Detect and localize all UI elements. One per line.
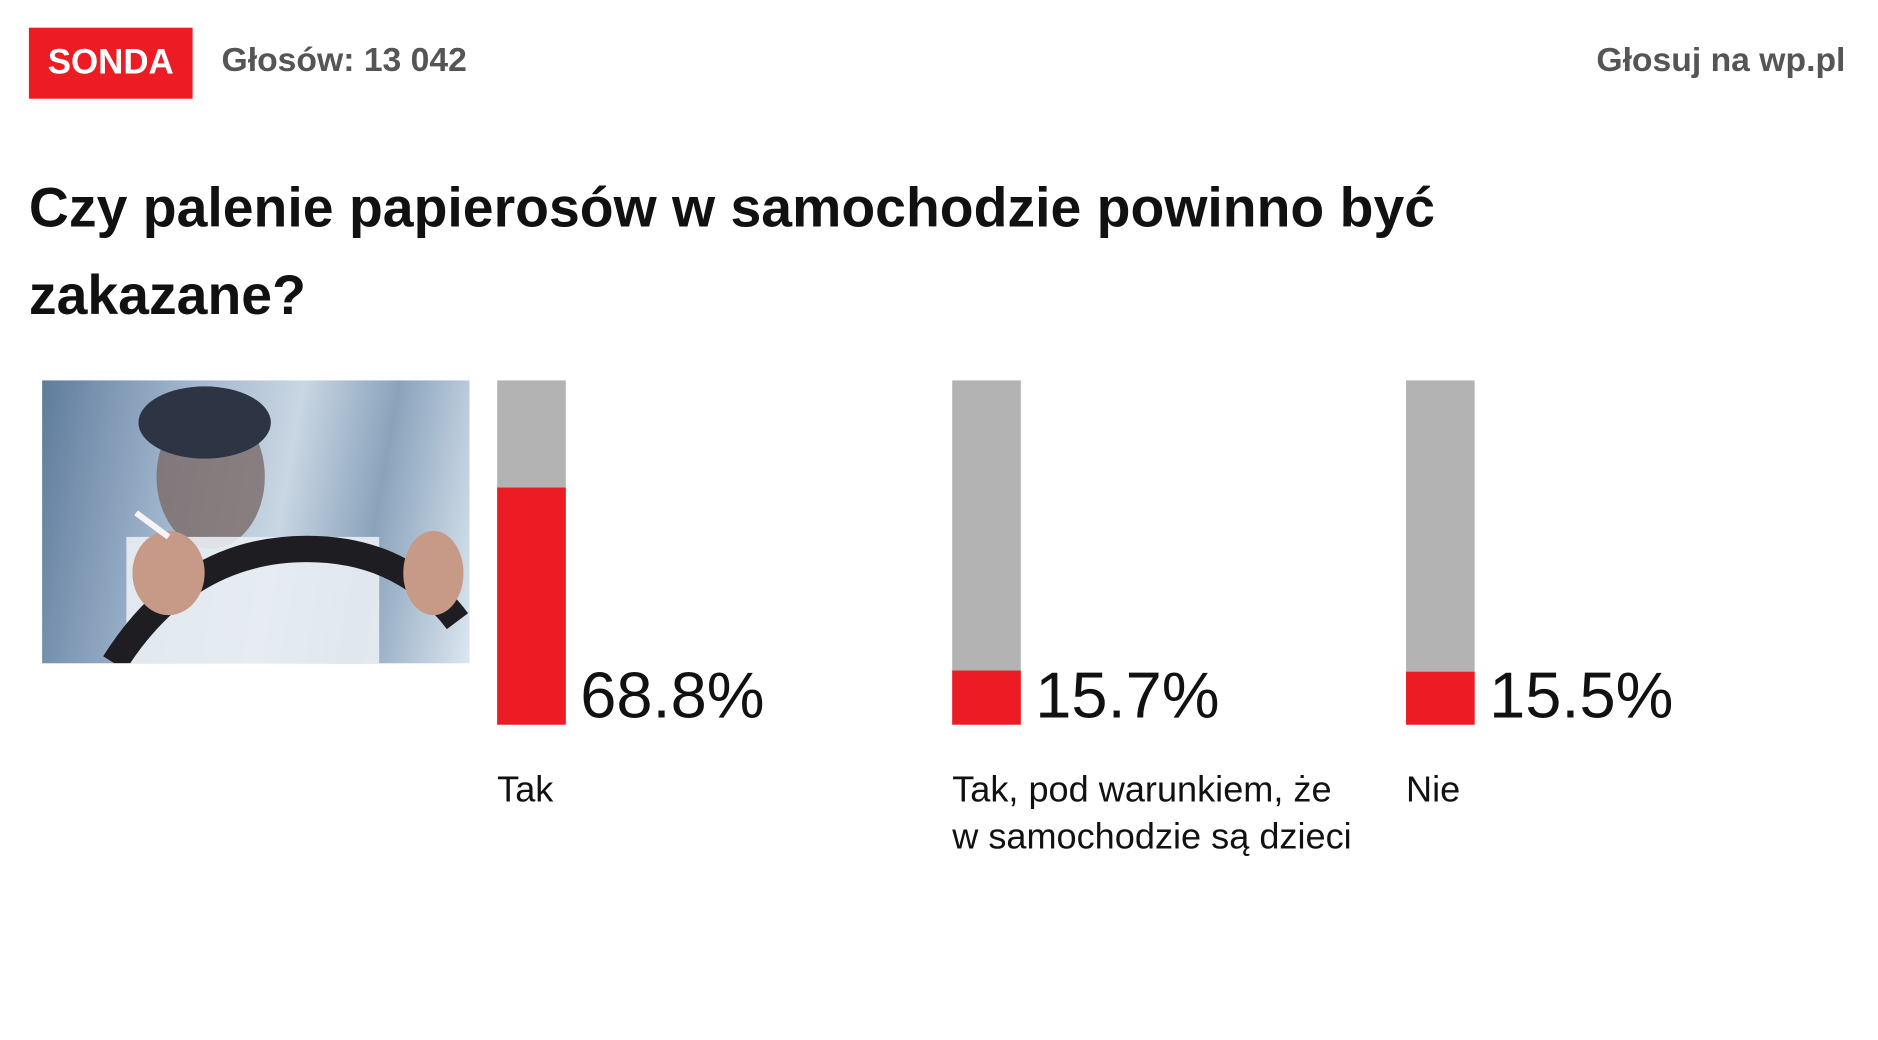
sonda-badge: SONDA [28, 27, 193, 99]
vote-count: Głosów: 13 042 [221, 40, 467, 79]
bar-fill [497, 487, 566, 725]
category-label: Tak [497, 770, 554, 811]
bar-fill [1406, 671, 1475, 725]
vote-link[interactable]: Głosuj na wp.pl [1596, 40, 1846, 79]
bar-track [952, 380, 1021, 725]
bar-track [497, 380, 566, 725]
category-label: Nie [1406, 770, 1461, 811]
category-label: Tak, pod warunkiem, że w samochodzie są … [952, 770, 1352, 857]
bar-value-label: 68.8% [580, 659, 765, 732]
bar-value-label: 15.7% [1035, 659, 1220, 732]
bar-track [1406, 380, 1475, 725]
bar-fill [952, 670, 1021, 725]
poll-question: Czy palenie papierosów w samochodzie pow… [28, 175, 1436, 327]
poll-photo [42, 380, 470, 664]
bar-value-label: 15.5% [1489, 659, 1674, 732]
